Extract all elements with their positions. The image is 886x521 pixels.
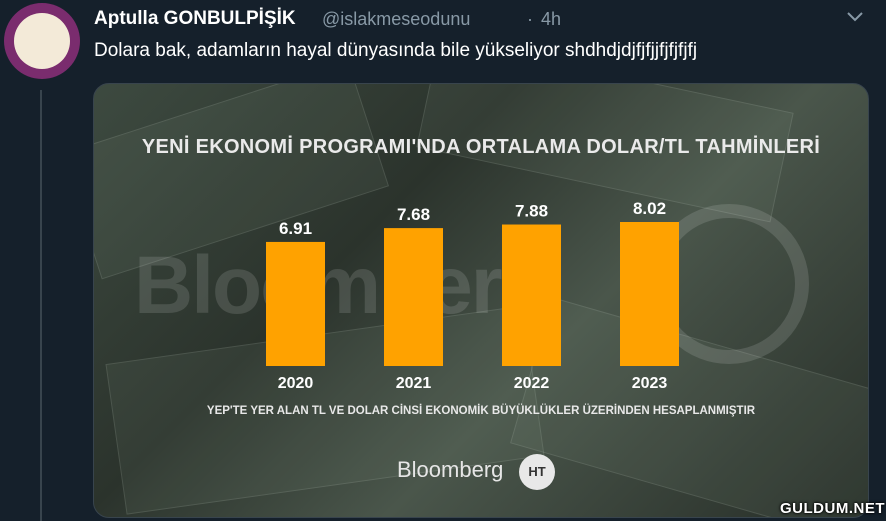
author-handle[interactable]: @islakmeseodunu bbox=[322, 9, 471, 29]
bloomberg-brand: Bloomberg bbox=[397, 457, 504, 482]
data-label-2021: 7.68 bbox=[397, 205, 430, 224]
bar-2021 bbox=[384, 228, 443, 366]
avatar[interactable] bbox=[4, 3, 80, 79]
data-label-2020: 6.91 bbox=[279, 219, 312, 238]
bar-chart: 6.91 2020 7.68 2021 7.88 2022 8.02 2023 bbox=[266, 199, 679, 392]
tweet-media-image[interactable]: Bloomberg YENİ EKONOMİ PROGRAMI'NDA ORTA… bbox=[93, 83, 869, 518]
data-label-2023: 8.02 bbox=[633, 199, 666, 218]
site-watermark: GULDUM.NET bbox=[780, 500, 885, 517]
data-label-2022: 7.88 bbox=[515, 202, 548, 221]
chart-footnote: YEP'TE YER ALAN TL VE DOLAR CİNSİ EKONOM… bbox=[206, 405, 756, 417]
chevron-down-icon[interactable] bbox=[842, 6, 868, 28]
x-tick-2021: 2021 bbox=[396, 375, 432, 392]
avatar-image bbox=[14, 13, 70, 69]
author-name[interactable]: Aptulla GONBULPİŞİK bbox=[94, 8, 296, 29]
tweet-timestamp[interactable]: 4h bbox=[541, 9, 562, 29]
bar-2022 bbox=[502, 224, 561, 366]
thread-line bbox=[40, 90, 42, 521]
chart-title: YENİ EKONOMİ PROGRAMI'NDA ORTALAMA DOLAR… bbox=[141, 136, 821, 158]
meta-separator: · bbox=[527, 9, 533, 29]
tweet-text: Dolara bak, adamların hayal dünyasında b… bbox=[94, 40, 698, 61]
bar-2023 bbox=[620, 222, 679, 366]
x-tick-2022: 2022 bbox=[514, 375, 550, 392]
bar-2020 bbox=[266, 241, 325, 366]
x-tick-2020: 2020 bbox=[278, 375, 314, 392]
x-tick-2023: 2023 bbox=[632, 375, 668, 392]
ht-logo: HT bbox=[519, 454, 555, 490]
bloomberg-watermark: Bloomberg bbox=[134, 240, 551, 331]
